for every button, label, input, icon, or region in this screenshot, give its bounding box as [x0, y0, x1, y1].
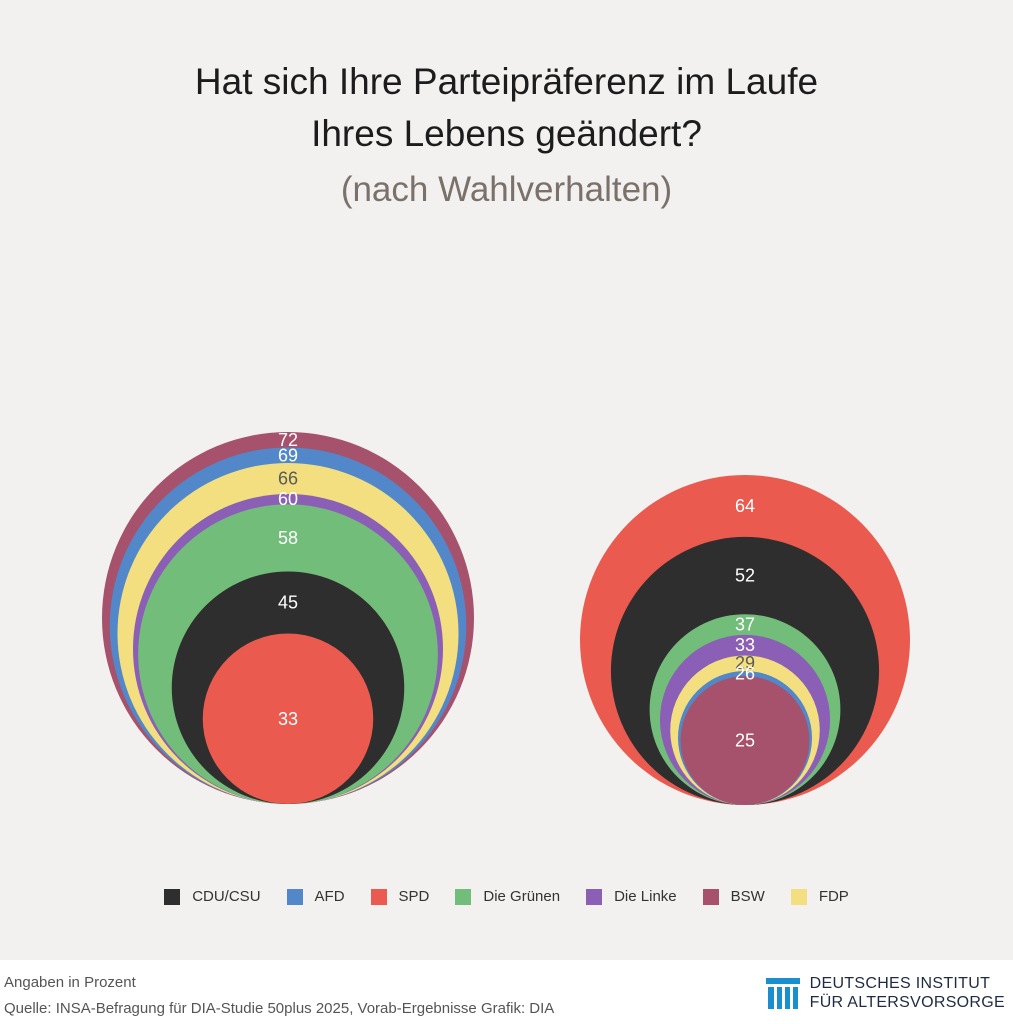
legend-label: Die Linke	[614, 888, 677, 905]
legend-swatch	[164, 888, 181, 905]
legend-item: BSW	[702, 888, 765, 905]
legend-label: Die Grünen	[483, 888, 561, 905]
legend-swatch	[702, 888, 719, 905]
bubble-spd	[202, 633, 374, 804]
unit-note: Angaben in Prozent	[4, 974, 136, 991]
bubble-label: 45	[278, 593, 298, 613]
legend-item: Die Linke	[586, 888, 677, 905]
chart-title-line-2: Ihres Lebens geändert?	[311, 113, 702, 154]
logo-line-1: DEUTSCHES INSTITUT	[809, 975, 991, 992]
legend-swatch	[790, 888, 807, 905]
legend-label: AFD	[314, 888, 345, 905]
dia-logo-text: DEUTSCHES INSTITUT FÜR ALTERSVORSORGE	[810, 974, 1005, 1012]
legend-item: CDU/CSU	[164, 888, 261, 905]
dia-logo: DEUTSCHES INSTITUT FÜR ALTERSVORSORGE	[765, 974, 1005, 1012]
bubble-label: 33	[735, 635, 755, 655]
logo-line-2: FÜR ALTERSVORSORGE	[809, 994, 1005, 1011]
legend-swatch	[286, 888, 303, 905]
bubble-label: 33	[278, 709, 298, 729]
bubble-label: 26	[735, 664, 755, 684]
bubble-label: 72	[278, 430, 298, 450]
footer: Angaben in Prozent Quelle: INSA-Befragun…	[0, 960, 1013, 1024]
bubble-label: 64	[735, 496, 755, 516]
bubble-label: 29	[735, 653, 755, 673]
bubble-label: 58	[278, 528, 298, 548]
legend-label: BSW	[730, 888, 765, 905]
legend-item: FDP	[790, 888, 849, 905]
chart-subtitle: (nach Wahlverhalten)	[340, 170, 673, 209]
chart-title-line-1: Hat sich Ihre Parteipräferenz im Laufe	[194, 61, 819, 102]
bubble-label: 66	[278, 469, 298, 489]
bubble-label: 52	[735, 566, 755, 586]
bubble-label: 25	[735, 731, 755, 751]
source-note: Quelle: INSA-Befragung für DIA-Studie 50…	[4, 1000, 555, 1017]
legend-swatch	[370, 888, 387, 905]
legend-label: FDP	[818, 888, 849, 905]
dia-logo-icon	[765, 978, 800, 1009]
legend-swatch	[455, 888, 472, 905]
legend-item: SPD	[370, 888, 430, 905]
legend-item: Die Grünen	[455, 888, 560, 905]
chart-title: Hat sich Ihre Parteipräferenz im Laufe I…	[0, 56, 1013, 160]
legend-label: SPD	[398, 888, 430, 905]
bubble-label: 69	[278, 445, 298, 465]
legend: CDU/CSU AFD SPD Die Grünen Die Linke BSW FDP	[0, 888, 1013, 905]
bubble-label: 37	[735, 615, 755, 635]
bubble-label: 60	[278, 489, 298, 509]
legend-label: CDU/CSU	[192, 888, 261, 905]
legend-item: AFD	[286, 888, 345, 905]
bubble-bsw	[680, 676, 810, 805]
legend-swatch	[586, 888, 603, 905]
